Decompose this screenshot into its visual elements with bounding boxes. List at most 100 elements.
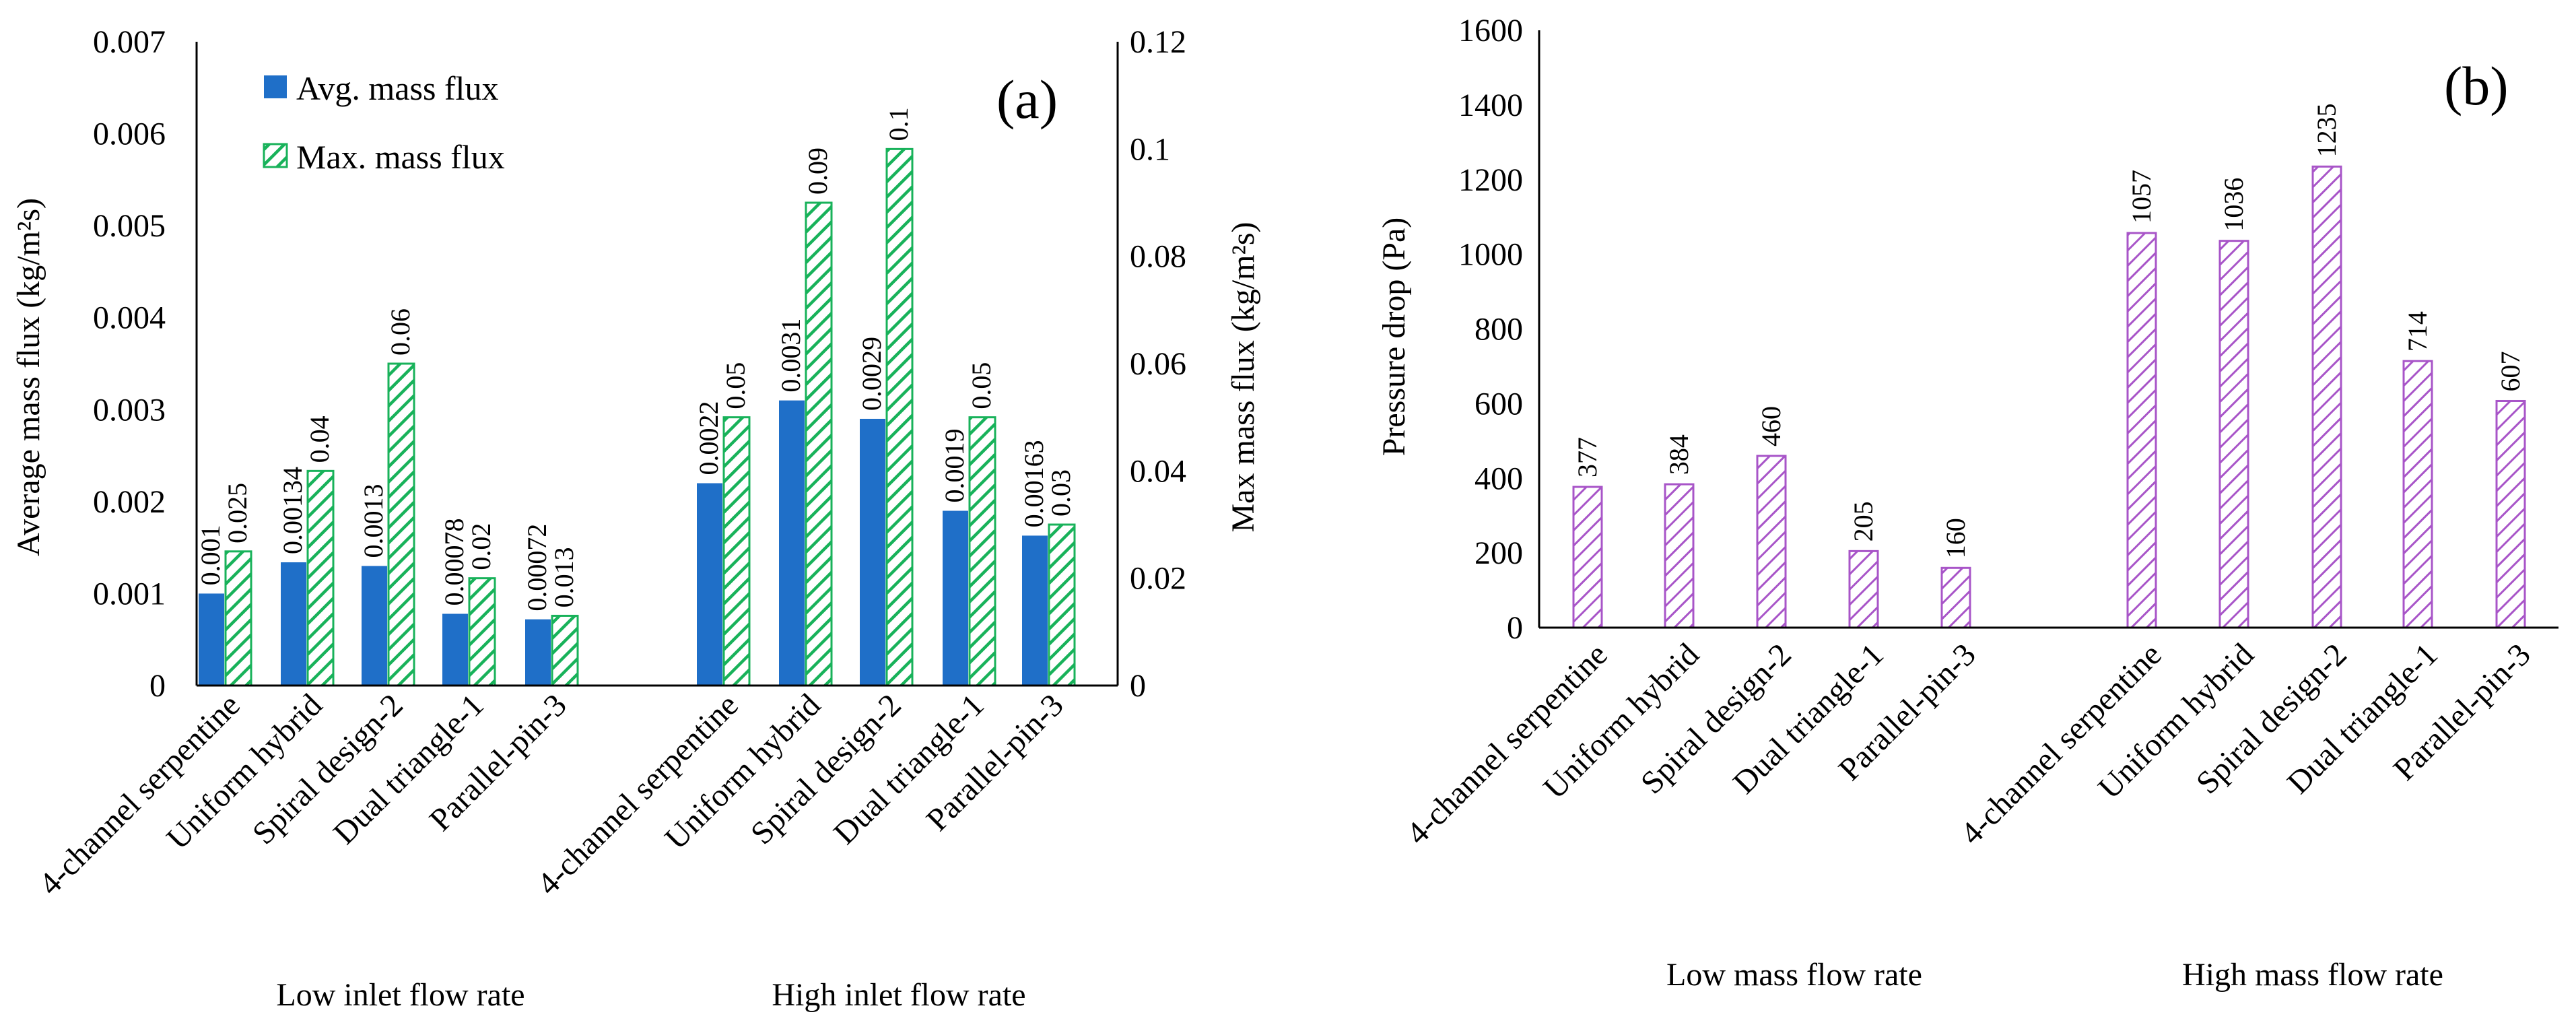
b-label-low-4-channel-serpentine: 377 — [1572, 437, 1602, 477]
b-left-ticks: 0 200 400 600 800 1000 1200 1400 1600 — [1458, 13, 1523, 646]
a-bar-max-low-parallel-pin-3 — [551, 614, 579, 687]
b-ytick-800: 800 — [1475, 312, 1523, 347]
a-ytick-0-001: 0.001 — [93, 576, 166, 611]
a-label-avg-low-spiral-design-2: 0.0013 — [358, 484, 388, 558]
a-y2tick-0-02: 0.02 — [1130, 561, 1186, 597]
b-category-low-uniform-hybrid: Uniform hybrid — [1536, 636, 1705, 805]
a-label-avg-low-dual-triangle-1: 0.00078 — [439, 518, 469, 605]
a-y2tick-0-12: 0.12 — [1130, 24, 1186, 60]
a-label-avg-high-dual-triangle-1: 0.0019 — [939, 429, 970, 503]
a-left-ticks: 0 0.001 0.002 0.003 0.004 0.005 0.006 0.007 — [93, 24, 166, 704]
b-group-label-high: High mass flow rate — [2182, 957, 2443, 993]
b-ytick-1200: 1200 — [1458, 162, 1523, 198]
a-label-avg-low-4-channel-serpentine: 0.001 — [195, 525, 226, 585]
a-bar-avg-high-spiral-design-2 — [860, 418, 885, 686]
a-group-label-high: High inlet flow rate — [772, 977, 1025, 1013]
a-ytick-0-002: 0.002 — [93, 484, 166, 520]
b-bar-high-4-channel-serpentine — [2126, 232, 2157, 629]
a-bar-avg-high-dual-triangle-1 — [943, 510, 968, 686]
a-label-max-high-spiral-design-2: 0.1 — [883, 107, 914, 141]
a-label-max-low-uniform-hybrid: 0.04 — [304, 415, 335, 463]
b-bar-high-dual-triangle-1 — [2402, 360, 2433, 629]
a-label-max-high-dual-triangle-1: 0.05 — [966, 362, 996, 409]
b-value-labels: 377 384 460 205 160 1057 1036 1235 714 607 — [1572, 103, 2526, 558]
b-ytick-1600: 1600 — [1458, 13, 1523, 48]
b-bar-low-dual-triangle-1 — [1848, 550, 1879, 629]
b-label-high-spiral-design-2: 1235 — [2311, 103, 2342, 157]
a-label-max-low-parallel-pin-3: 0.013 — [549, 547, 579, 607]
a-bar-avg-low-parallel-pin-3 — [525, 619, 551, 686]
a-bar-max-high-uniform-hybrid — [805, 201, 833, 687]
a-group-label-low: Low inlet flow rate — [276, 977, 524, 1013]
b-bar-high-spiral-design-2 — [2311, 165, 2342, 629]
a-legend-max: Max. mass flux — [296, 138, 505, 176]
a-label-avg-low-uniform-hybrid: 0.00134 — [277, 467, 308, 554]
a-bar-max-low-dual-triangle-1 — [468, 577, 496, 687]
a-label-avg-high-spiral-design-2: 0.0029 — [856, 337, 887, 411]
b-ytick-600: 600 — [1475, 386, 1523, 422]
a-bar-avg-high-4-channel-serpentine — [697, 483, 722, 686]
a-ytick-0-007: 0.007 — [93, 24, 166, 60]
a-ytick-0-006: 0.006 — [93, 117, 166, 152]
a-bar-max-high-spiral-design-2 — [885, 147, 914, 687]
b-panel-label: (b) — [2444, 55, 2509, 117]
a-label-max-low-spiral-design-2: 0.06 — [385, 308, 415, 356]
b-bar-high-uniform-hybrid — [2218, 240, 2249, 629]
a-y2tick-0-06: 0.06 — [1130, 346, 1186, 382]
b-bar-low-4-channel-serpentine — [1572, 486, 1603, 629]
a-bar-max-high-4-channel-serpentine — [722, 416, 751, 687]
a-ytick-0-003: 0.003 — [93, 392, 166, 428]
a-bar-avg-low-dual-triangle-1 — [442, 613, 468, 686]
a-bar-max-low-uniform-hybrid — [306, 469, 335, 687]
a-y2tick-0: 0 — [1130, 668, 1146, 704]
a-label-max-high-4-channel-serpentine: 0.05 — [720, 362, 751, 409]
a-bar-avg-low-4-channel-serpentine — [199, 593, 224, 686]
a-legend-avg: Avg. mass flux — [296, 69, 498, 107]
b-label-high-dual-triangle-1: 714 — [2402, 311, 2433, 352]
b-ytick-1400: 1400 — [1458, 88, 1523, 123]
b-ytick-1000: 1000 — [1458, 237, 1523, 273]
a-panel-label: (a) — [996, 69, 1058, 130]
a-y-axis-label: Average mass flux (kg/m²s) — [11, 198, 46, 556]
a-bars — [199, 147, 1076, 687]
a-right-ticks: 0 0.02 0.04 0.06 0.08 0.1 0.12 — [1130, 24, 1186, 704]
b-bar-low-spiral-design-2 — [1756, 455, 1787, 629]
a-bar-max-low-spiral-design-2 — [387, 362, 415, 687]
b-y-axis-label: Pressure drop (Pa) — [1376, 218, 1412, 457]
a-bar-max-low-4-channel-serpentine — [224, 550, 252, 687]
a-label-avg-high-4-channel-serpentine: 0.0022 — [693, 401, 724, 475]
b-label-high-parallel-pin-3: 607 — [2495, 351, 2526, 391]
a-label-max-high-uniform-hybrid: 0.09 — [803, 147, 833, 195]
b-bars — [1572, 165, 2526, 629]
a-legend: Avg. mass flux Max. mass flux — [263, 69, 505, 176]
b-label-high-uniform-hybrid: 1036 — [2218, 178, 2249, 232]
a-ytick-0: 0 — [149, 668, 166, 704]
b-category-high-uniform-hybrid: Uniform hybrid — [2091, 636, 2260, 805]
a-label-max-low-4-channel-serpentine: 0.025 — [222, 483, 252, 543]
a-label-max-low-dual-triangle-1: 0.02 — [466, 523, 496, 570]
b-label-low-spiral-design-2: 460 — [1756, 406, 1786, 446]
a-label-max-high-parallel-pin-3: 0.03 — [1046, 469, 1076, 517]
a-bar-max-high-parallel-pin-3 — [1048, 523, 1076, 687]
b-ytick-200: 200 — [1475, 535, 1523, 571]
b-label-low-parallel-pin-3: 160 — [1940, 518, 1971, 558]
a-bar-avg-high-uniform-hybrid — [779, 400, 805, 686]
b-ytick-0: 0 — [1507, 610, 1523, 646]
b-bar-low-parallel-pin-3 — [1940, 566, 1971, 629]
b-group-label-low: Low mass flow rate — [1666, 957, 1922, 993]
b-label-low-dual-triangle-1: 205 — [1848, 501, 1878, 541]
a-label-avg-low-parallel-pin-3: 0.00072 — [522, 524, 552, 611]
a-y2tick-0-08: 0.08 — [1130, 239, 1186, 275]
a-y2tick-0-04: 0.04 — [1130, 453, 1186, 489]
a-bar-avg-low-spiral-design-2 — [362, 566, 387, 686]
b-bar-high-parallel-pin-3 — [2495, 399, 2526, 629]
a-legend-swatch-avg — [264, 75, 287, 98]
a-label-avg-high-uniform-hybrid: 0.0031 — [776, 319, 806, 393]
a-bar-max-high-dual-triangle-1 — [968, 416, 996, 687]
b-bar-low-uniform-hybrid — [1664, 483, 1695, 629]
